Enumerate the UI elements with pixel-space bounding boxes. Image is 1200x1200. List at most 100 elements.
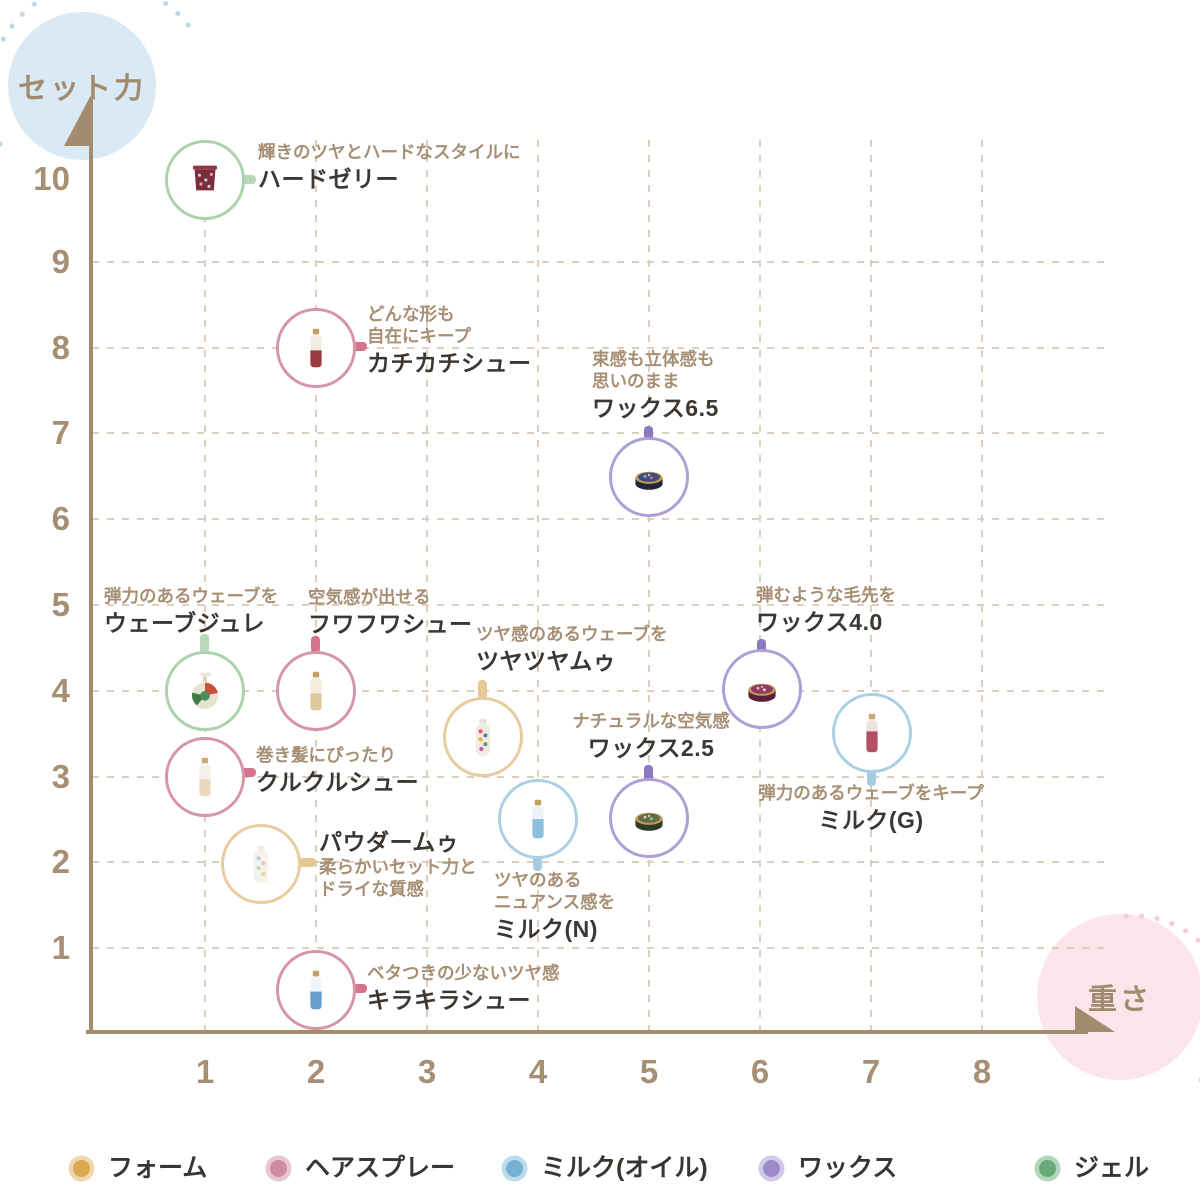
legend-item-gel: ジェル — [1034, 1148, 1149, 1184]
product-marker-kachikachi-shoe — [276, 308, 356, 388]
gridline-y9 — [92, 261, 1104, 263]
gridline-y6 — [92, 518, 1104, 520]
product-caption: 弾力のあるウェーブをキープ — [758, 783, 984, 803]
product-marker-kirakira-shoe — [276, 950, 356, 1030]
product-label-wax-4-0: 弾むような毛先を ワックス4.0 — [756, 584, 896, 636]
connector-milk-g — [867, 770, 876, 786]
connector-fuwafuwa-shoe — [311, 636, 320, 653]
product-name: ハードゼリー — [258, 166, 399, 192]
product-name: ウェーブジュレ — [104, 610, 266, 636]
product-caption: ベタつきの少ないツヤ感 — [367, 963, 560, 983]
product-caption: 思いのまま — [592, 371, 680, 391]
gridline-x7 — [870, 140, 872, 1030]
pump-bottle-icon — [191, 672, 219, 709]
spray-bottle-icon — [310, 328, 322, 368]
product-marker-milk-g — [832, 693, 912, 773]
y-tick-1: 1 — [51, 929, 70, 966]
legend-label: ジェル — [1074, 1154, 1150, 1182]
gridline-x6 — [759, 140, 761, 1030]
gridline-x2 — [315, 140, 317, 1030]
gel-color-dot-icon — [1039, 1160, 1056, 1177]
product-caption: ツヤ感のあるウェーブを — [476, 624, 668, 644]
gridline-y4 — [92, 690, 1104, 692]
y-tick-3: 3 — [51, 758, 70, 795]
product-label-milk-g: 弾力のあるウェーブをキープ ミルク(G) — [755, 782, 987, 834]
product-name: ミルク(N) — [494, 916, 598, 942]
x-tick-8: 8 — [972, 1053, 992, 1090]
y-tick-2: 2 — [51, 843, 70, 880]
gridline-y1 — [92, 947, 1104, 949]
milk-oil-color-dot-icon — [506, 1160, 523, 1177]
product-marker-fuwafuwa-shoe — [276, 651, 356, 731]
connector-wax-2-5 — [644, 765, 653, 782]
y-tick-4: 4 — [51, 672, 70, 709]
y-tick-7: 7 — [51, 414, 70, 451]
product-caption: 弾むような毛先を — [756, 585, 896, 605]
product-caption: 自在にキープ — [367, 326, 471, 346]
product-name: カチカチシュー — [367, 350, 532, 376]
product-marker-tsuyatsuya-mou — [443, 697, 523, 777]
product-marker-kurukuru-shoe — [165, 737, 245, 817]
product-marker-wave-jure — [165, 651, 245, 731]
product-marker-hard-jelly — [165, 140, 245, 220]
connector-wax-4-0 — [757, 639, 766, 655]
x-tick-6: 6 — [750, 1053, 770, 1090]
product-caption: 輝きのツヤとハードなスタイルに — [258, 142, 521, 162]
x-tick-1: 1 — [195, 1053, 215, 1090]
product-marker-wax-2-5 — [609, 778, 689, 858]
product-caption: 柔らかいセット力と — [319, 857, 477, 877]
y-axis-label-bubble: セット力 — [8, 12, 156, 160]
x-tick-3: 3 — [417, 1053, 437, 1090]
connector-kurukuru-shoe — [234, 768, 256, 777]
mousse-bottle-icon — [253, 845, 269, 884]
product-caption: 弾力のあるウェーブを — [104, 586, 278, 606]
foam-color-dot-icon — [73, 1160, 90, 1177]
spray-bottle-icon — [532, 799, 544, 839]
y-tick-5: 5 — [51, 586, 70, 623]
gridline-x8 — [981, 140, 983, 1030]
product-label-fuwafuwa-shoe: 空気感が出せる フワフワシュー — [308, 586, 473, 638]
product-caption: ナチュラルな空気感 — [572, 711, 730, 731]
x-tick-5: 5 — [639, 1053, 659, 1090]
connector-wave-jure — [200, 634, 209, 653]
spray-bottle-icon — [310, 671, 322, 711]
product-label-milk-n: ツヤのある ニュアンス感を ミルク(N) — [494, 869, 615, 943]
x-axis-label-bubble: 重さ — [1037, 914, 1200, 1080]
gridline-y2 — [92, 861, 1104, 863]
connector-tsuyatsuya-mou — [478, 680, 487, 699]
product-name: ワックス2.5 — [587, 735, 715, 761]
product-caption: ドライな質感 — [319, 879, 424, 899]
legend-item-milk-oil: ミルク(オイル) — [501, 1148, 708, 1184]
wax-tin-icon — [635, 471, 663, 490]
product-name: クルクルシュー — [256, 769, 420, 795]
gridline-y5 — [92, 604, 1104, 606]
connector-kachikachi-shoe — [345, 342, 367, 351]
product-label-wax-2-5: ナチュラルな空気感 ワックス2.5 — [566, 710, 736, 762]
connector-powder-mou — [294, 858, 316, 867]
legend-label: ミルク(オイル) — [541, 1154, 708, 1182]
product-label-kirakira-shoe: ベタつきの少ないツヤ感 キラキラシュー — [367, 962, 560, 1014]
legend-label: ヘアスプレー — [305, 1154, 456, 1182]
legend-item-wax: ワックス — [758, 1148, 897, 1184]
legend-label: フォーム — [108, 1154, 208, 1182]
mousse-bottle-icon — [475, 718, 491, 757]
gridline-x3 — [426, 140, 428, 1030]
legend-item-foam: フォーム — [68, 1148, 207, 1184]
connector-wax-6-5 — [644, 426, 653, 443]
x-tick-4: 4 — [528, 1053, 548, 1090]
connector-hard-jelly — [234, 175, 256, 184]
x-axis-line — [86, 1030, 1088, 1034]
product-caption: ニュアンス感を — [494, 892, 616, 912]
y-axis-line — [89, 98, 93, 1034]
product-name: キラキラシュー — [367, 987, 532, 1013]
gridline-x1 — [204, 140, 206, 1030]
product-marker-wax-6-5 — [609, 437, 689, 517]
x-axis-label: 重さ — [1087, 984, 1152, 1016]
product-label-kurukuru-shoe: 巻き髪にぴったり クルクルシュー — [256, 744, 419, 796]
jar-icon — [193, 165, 217, 191]
x-tick-7: 7 — [861, 1053, 881, 1090]
wax-color-dot-icon — [763, 1160, 780, 1177]
product-label-wax-6-5: 束感も立体感も 思いのまま ワックス6.5 — [592, 348, 719, 422]
product-label-powder-mou: パウダームゥ 柔らかいセット力と ドライな質感 — [319, 828, 477, 900]
